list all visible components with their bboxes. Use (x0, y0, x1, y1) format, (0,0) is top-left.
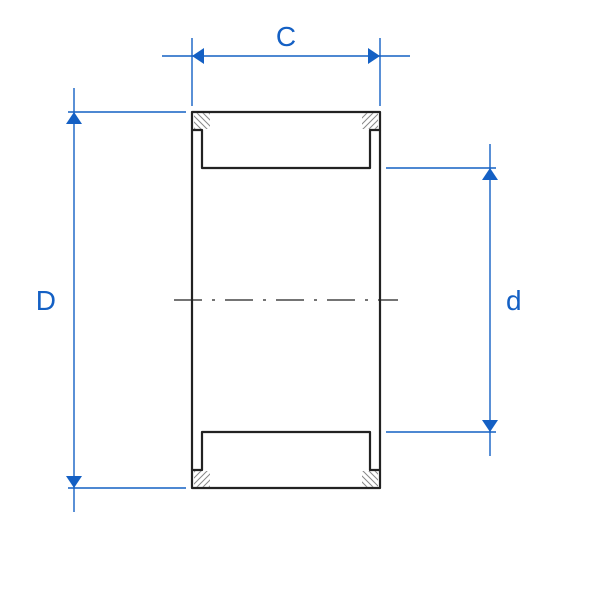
label-d: d (506, 285, 522, 316)
dimension-C: C (162, 21, 410, 106)
bearing-cross-section-diagram: D d C (0, 0, 600, 600)
dimension-D: D (36, 88, 186, 512)
label-C: C (276, 21, 296, 52)
label-D: D (36, 285, 56, 316)
dimension-d: d (386, 144, 522, 456)
